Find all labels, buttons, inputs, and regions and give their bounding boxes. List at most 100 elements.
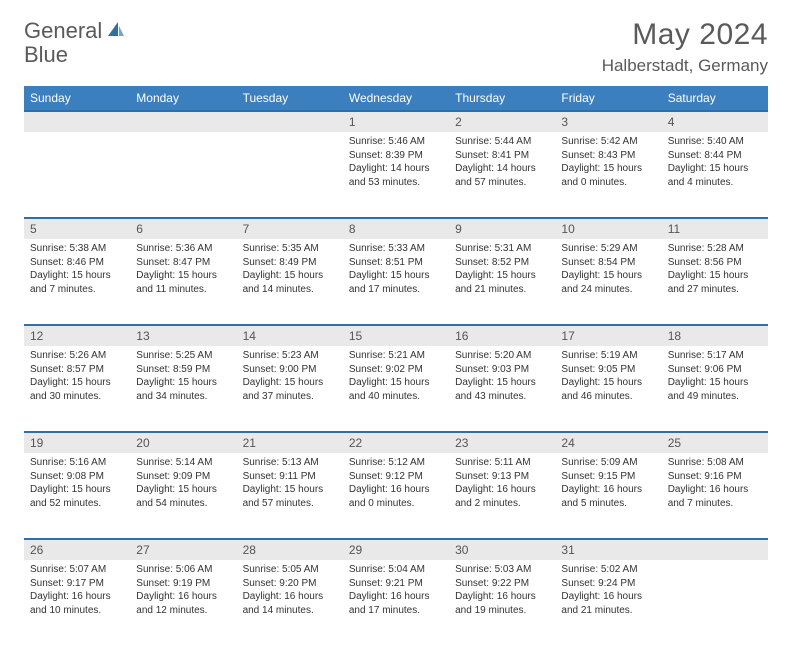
day-number-cell <box>662 539 768 560</box>
day-details-cell: Sunrise: 5:26 AMSunset: 8:57 PMDaylight:… <box>24 346 130 432</box>
daylight-text-1: Daylight: 15 hours <box>136 269 230 283</box>
day-number-cell: 13 <box>130 325 236 346</box>
day-number-cell: 12 <box>24 325 130 346</box>
day-number: 9 <box>449 219 555 239</box>
sunrise-text: Sunrise: 5:25 AM <box>136 349 230 363</box>
day-number: 18 <box>662 326 768 346</box>
day-number-cell: 19 <box>24 432 130 453</box>
day-number <box>662 540 768 560</box>
day-number-cell: 25 <box>662 432 768 453</box>
weekday-header: Monday <box>130 86 236 111</box>
day-details-cell: Sunrise: 5:04 AMSunset: 9:21 PMDaylight:… <box>343 560 449 646</box>
daylight-text-1: Daylight: 15 hours <box>243 269 337 283</box>
day-number-cell: 20 <box>130 432 236 453</box>
day-number-cell: 24 <box>555 432 661 453</box>
sunset-text: Sunset: 9:11 PM <box>243 470 337 484</box>
daylight-text-1: Daylight: 16 hours <box>136 590 230 604</box>
day-details-cell: Sunrise: 5:35 AMSunset: 8:49 PMDaylight:… <box>237 239 343 325</box>
sunset-text: Sunset: 9:21 PM <box>349 577 443 591</box>
sunrise-text: Sunrise: 5:44 AM <box>455 135 549 149</box>
day-details-cell <box>237 132 343 218</box>
sunrise-text: Sunrise: 5:06 AM <box>136 563 230 577</box>
day-details: Sunrise: 5:14 AMSunset: 9:09 PMDaylight:… <box>130 453 236 516</box>
day-number-cell: 26 <box>24 539 130 560</box>
location-label: Halberstadt, Germany <box>602 56 768 76</box>
daylight-text-1: Daylight: 16 hours <box>455 483 549 497</box>
sunrise-text: Sunrise: 5:28 AM <box>668 242 762 256</box>
day-details: Sunrise: 5:25 AMSunset: 8:59 PMDaylight:… <box>130 346 236 409</box>
daylight-text-1: Daylight: 14 hours <box>455 162 549 176</box>
daylight-text-1: Daylight: 16 hours <box>243 590 337 604</box>
daylight-text-2: and 27 minutes. <box>668 283 762 297</box>
weekday-header: Tuesday <box>237 86 343 111</box>
day-number-cell <box>237 111 343 132</box>
sunrise-text: Sunrise: 5:26 AM <box>30 349 124 363</box>
day-details <box>237 132 343 141</box>
sunset-text: Sunset: 9:17 PM <box>30 577 124 591</box>
daylight-text-2: and 17 minutes. <box>349 283 443 297</box>
day-details: Sunrise: 5:20 AMSunset: 9:03 PMDaylight:… <box>449 346 555 409</box>
day-number: 11 <box>662 219 768 239</box>
week-daynum-row: 262728293031 <box>24 539 768 560</box>
daylight-text-1: Daylight: 16 hours <box>30 590 124 604</box>
day-number: 29 <box>343 540 449 560</box>
daylight-text-2: and 57 minutes. <box>455 176 549 190</box>
day-details-cell: Sunrise: 5:12 AMSunset: 9:12 PMDaylight:… <box>343 453 449 539</box>
brand-name-2: Blue <box>24 42 68 68</box>
day-details-cell: Sunrise: 5:44 AMSunset: 8:41 PMDaylight:… <box>449 132 555 218</box>
sunrise-text: Sunrise: 5:14 AM <box>136 456 230 470</box>
day-number-cell: 18 <box>662 325 768 346</box>
day-details: Sunrise: 5:05 AMSunset: 9:20 PMDaylight:… <box>237 560 343 623</box>
sunrise-text: Sunrise: 5:42 AM <box>561 135 655 149</box>
week-daynum-row: 12131415161718 <box>24 325 768 346</box>
daylight-text-2: and 21 minutes. <box>561 604 655 618</box>
day-number: 27 <box>130 540 236 560</box>
day-details-cell: Sunrise: 5:03 AMSunset: 9:22 PMDaylight:… <box>449 560 555 646</box>
daylight-text-2: and 21 minutes. <box>455 283 549 297</box>
daylight-text-2: and 53 minutes. <box>349 176 443 190</box>
day-number <box>130 112 236 132</box>
sunrise-text: Sunrise: 5:04 AM <box>349 563 443 577</box>
day-number <box>24 112 130 132</box>
daylight-text-2: and 5 minutes. <box>561 497 655 511</box>
daylight-text-2: and 52 minutes. <box>30 497 124 511</box>
sunset-text: Sunset: 9:15 PM <box>561 470 655 484</box>
day-details: Sunrise: 5:46 AMSunset: 8:39 PMDaylight:… <box>343 132 449 195</box>
daylight-text-1: Daylight: 15 hours <box>349 269 443 283</box>
day-number-cell: 22 <box>343 432 449 453</box>
day-details-cell <box>130 132 236 218</box>
sunrise-text: Sunrise: 5:40 AM <box>668 135 762 149</box>
sunset-text: Sunset: 9:12 PM <box>349 470 443 484</box>
sunrise-text: Sunrise: 5:12 AM <box>349 456 443 470</box>
sunset-text: Sunset: 9:06 PM <box>668 363 762 377</box>
sunrise-text: Sunrise: 5:23 AM <box>243 349 337 363</box>
daylight-text-1: Daylight: 15 hours <box>668 162 762 176</box>
day-details-cell: Sunrise: 5:07 AMSunset: 9:17 PMDaylight:… <box>24 560 130 646</box>
daylight-text-1: Daylight: 15 hours <box>668 269 762 283</box>
daylight-text-1: Daylight: 14 hours <box>349 162 443 176</box>
daylight-text-2: and 10 minutes. <box>30 604 124 618</box>
sunrise-text: Sunrise: 5:19 AM <box>561 349 655 363</box>
day-details-cell: Sunrise: 5:06 AMSunset: 9:19 PMDaylight:… <box>130 560 236 646</box>
day-details: Sunrise: 5:03 AMSunset: 9:22 PMDaylight:… <box>449 560 555 623</box>
day-details: Sunrise: 5:13 AMSunset: 9:11 PMDaylight:… <box>237 453 343 516</box>
day-details: Sunrise: 5:16 AMSunset: 9:08 PMDaylight:… <box>24 453 130 516</box>
daylight-text-2: and 11 minutes. <box>136 283 230 297</box>
weekday-header: Sunday <box>24 86 130 111</box>
calendar-body: 1234Sunrise: 5:46 AMSunset: 8:39 PMDayli… <box>24 111 768 646</box>
daylight-text-1: Daylight: 15 hours <box>30 269 124 283</box>
day-details: Sunrise: 5:31 AMSunset: 8:52 PMDaylight:… <box>449 239 555 302</box>
sunset-text: Sunset: 9:05 PM <box>561 363 655 377</box>
sunrise-text: Sunrise: 5:03 AM <box>455 563 549 577</box>
day-details-cell: Sunrise: 5:33 AMSunset: 8:51 PMDaylight:… <box>343 239 449 325</box>
sunset-text: Sunset: 9:00 PM <box>243 363 337 377</box>
day-details: Sunrise: 5:21 AMSunset: 9:02 PMDaylight:… <box>343 346 449 409</box>
day-details: Sunrise: 5:38 AMSunset: 8:46 PMDaylight:… <box>24 239 130 302</box>
day-number-cell <box>130 111 236 132</box>
daylight-text-2: and 19 minutes. <box>455 604 549 618</box>
brand-sail-icon <box>106 18 126 44</box>
daylight-text-1: Daylight: 15 hours <box>136 483 230 497</box>
day-number: 30 <box>449 540 555 560</box>
daylight-text-1: Daylight: 15 hours <box>243 483 337 497</box>
day-number: 26 <box>24 540 130 560</box>
